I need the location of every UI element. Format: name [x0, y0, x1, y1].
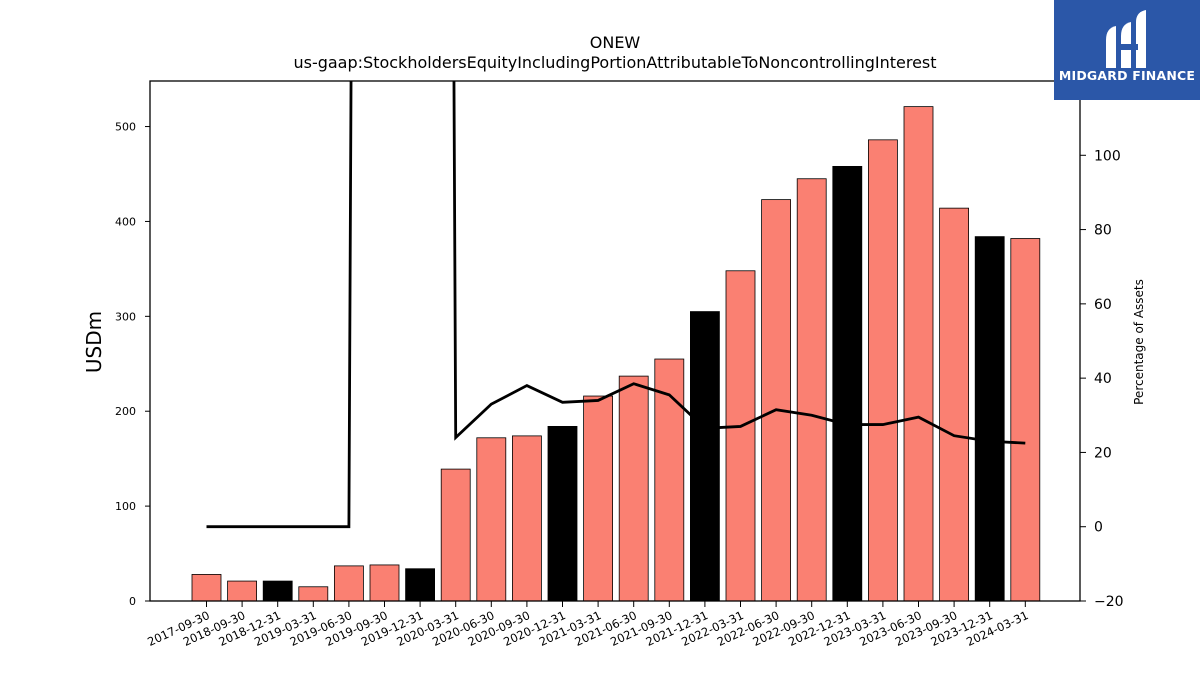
bar-2020-06-30 [476, 437, 507, 602]
y2-tick-label: 60 [1094, 297, 1112, 313]
right-axis: −20 0 20 40 60 80 100 [1080, 148, 1124, 610]
y-axis-label: USDm [82, 311, 106, 373]
y-tick-label: 300 [115, 310, 136, 323]
bar-2020-09-30 [512, 435, 542, 602]
logo-name: MIDGARD FINANCE [1058, 68, 1196, 83]
bar-2023-09-30 [939, 207, 969, 602]
bar-2019-12-31 [405, 568, 436, 602]
midgard-logo: MIDGARD FINANCE [1054, 0, 1200, 100]
y2-tick-label: 0 [1094, 520, 1103, 536]
plot-frame [149, 80, 1081, 602]
y-tick-label: 0 [129, 595, 136, 608]
bar-2018-12-31 [262, 580, 293, 602]
line-layer [206, 81, 1026, 529]
chart-title: ONEW [590, 33, 641, 52]
bar-2023-03-31 [868, 139, 898, 602]
y-tick-label: 500 [115, 121, 136, 134]
bar-2021-12-31 [690, 311, 720, 602]
bar-2022-09-30 [796, 178, 827, 602]
bar-2020-03-31 [440, 468, 471, 602]
bar-2022-03-31 [725, 270, 756, 602]
bar-2023-06-30 [903, 106, 934, 602]
y2-tick-label: −20 [1094, 594, 1124, 610]
bar-2021-03-31 [583, 395, 613, 602]
y-tick-label: 400 [115, 215, 136, 228]
bar-2019-09-30 [369, 564, 400, 602]
bar-2020-12-31 [547, 425, 578, 602]
bar-2019-06-30 [333, 565, 364, 602]
bar-2017-09-30 [191, 574, 222, 602]
y-tick-label: 200 [115, 405, 136, 418]
y2-tick-label: 20 [1094, 445, 1112, 461]
chart-subtitle: us-gaap:StockholdersEquityIncludingPorti… [293, 53, 936, 72]
left-axis: 0 100 200 300 400 500 [115, 121, 150, 608]
bar-2023-12-31 [974, 236, 1005, 602]
bar-2021-06-30 [618, 375, 649, 602]
bar-2021-09-30 [654, 358, 685, 602]
y2-tick-label: 80 [1094, 223, 1112, 239]
bar-2018-09-30 [227, 580, 258, 602]
percentage-of-assets-line [206, 81, 1026, 529]
bars-layer [191, 106, 1041, 602]
y2-axis-label: Percentage of Assets [1132, 279, 1146, 405]
y2-tick-label: 100 [1094, 148, 1121, 164]
bar-2022-12-31 [832, 165, 863, 602]
bar-2019-03-31 [298, 586, 329, 602]
y2-tick-label: 40 [1094, 371, 1112, 387]
y-tick-label: 100 [115, 500, 136, 513]
bar-2024-03-31 [1010, 238, 1041, 602]
midgard-logo-icon [1106, 10, 1146, 68]
bar-2022-06-30 [761, 199, 791, 602]
x-axis: 2017-09-302018-09-302018-12-312019-03-31… [145, 601, 1031, 649]
